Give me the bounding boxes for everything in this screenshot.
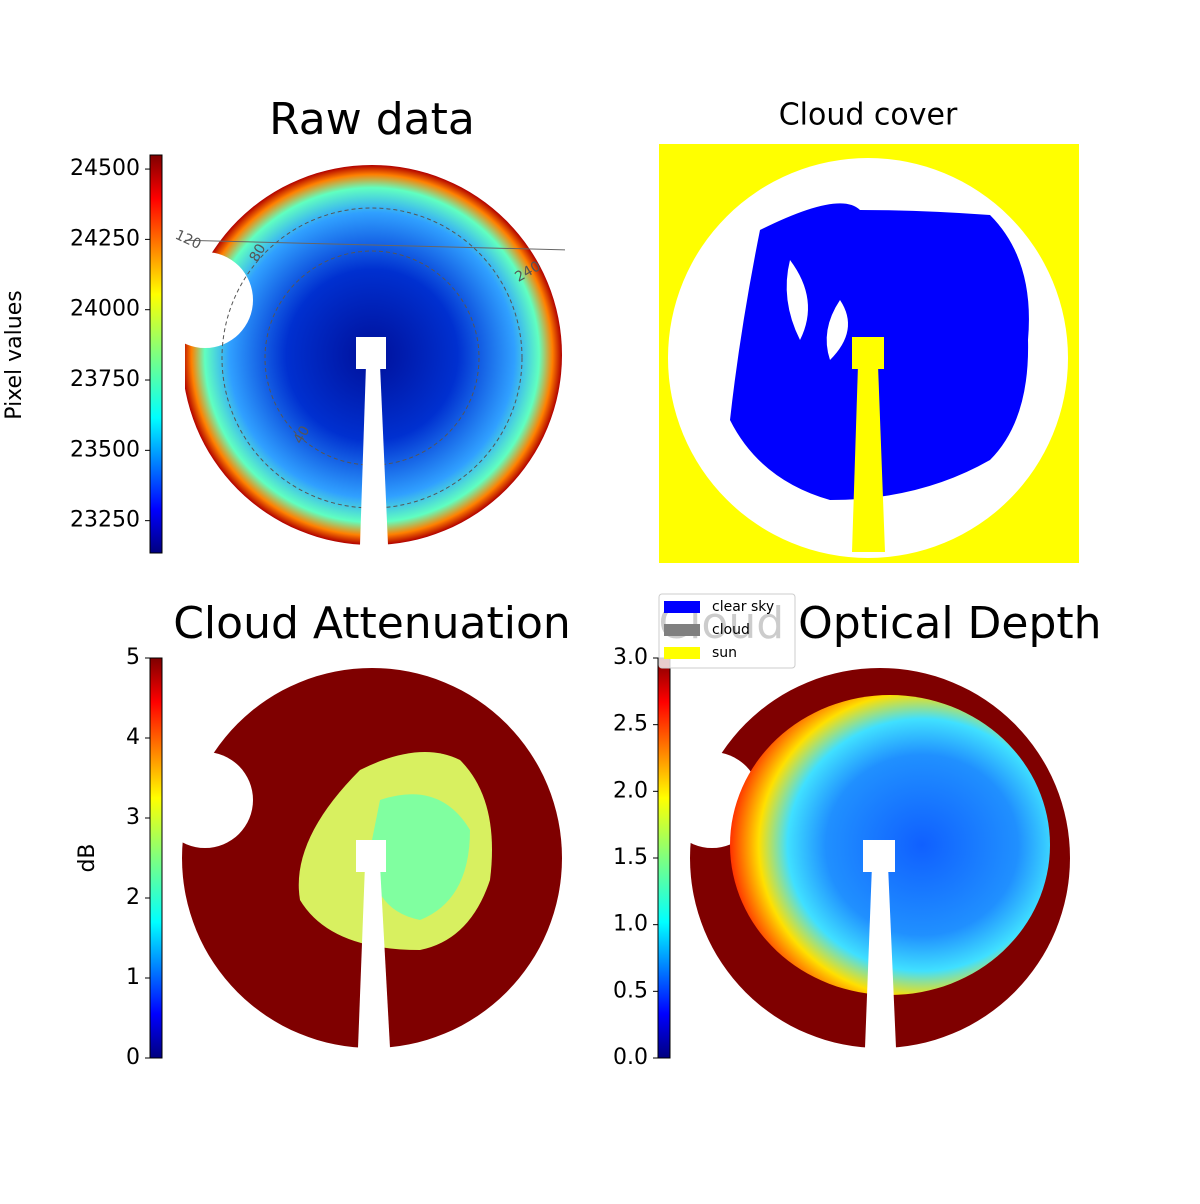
attenuation-image	[157, 668, 562, 1048]
panel-title: Raw data	[269, 94, 475, 145]
tick-label: 24250	[70, 226, 140, 251]
tick-label: 5	[126, 645, 140, 670]
polar-label: 120	[173, 227, 204, 253]
tick-label: 1.5	[613, 845, 648, 870]
raw-image	[185, 165, 565, 545]
colorbar-label: dB	[75, 843, 100, 872]
tick-label: 3	[126, 805, 140, 830]
tick-label: 23750	[70, 367, 140, 392]
panel-title: Cloud Attenuation	[173, 598, 571, 649]
colorbar	[149, 657, 163, 1059]
tick-label: 24500	[70, 156, 140, 181]
panel-title: Cloud cover	[779, 98, 958, 133]
tick-label: 0.5	[613, 978, 648, 1003]
legend-swatch	[664, 647, 700, 659]
legend-label: clear sky	[712, 599, 774, 615]
cloud-cover-image	[659, 144, 1079, 563]
tick-label: 23250	[70, 508, 140, 533]
tick-label: 0.0	[613, 1045, 648, 1070]
polar-label: 80	[247, 241, 270, 264]
tick-label: 1.0	[613, 912, 648, 937]
colorbar	[149, 154, 163, 554]
tick-label: 23500	[70, 437, 140, 462]
tick-label: 24000	[70, 297, 140, 322]
colorbar-label: Pixel values	[2, 290, 27, 419]
polar-label: 40	[291, 423, 314, 446]
legend-label: cloud	[712, 622, 750, 638]
legend-swatch	[664, 601, 700, 613]
tick-label: 3.0	[613, 645, 648, 670]
tick-label: 2	[126, 885, 140, 910]
legend-label: sun	[712, 645, 737, 661]
tick-label: 0	[126, 1045, 140, 1070]
tick-label: 4	[126, 725, 140, 750]
tick-label: 1	[126, 965, 140, 990]
tick-label: 2.5	[613, 712, 648, 737]
tick-label: 2.0	[613, 778, 648, 803]
legend-swatch	[664, 624, 700, 636]
colorbar	[657, 657, 671, 1059]
optical-depth-image	[664, 668, 1070, 1048]
